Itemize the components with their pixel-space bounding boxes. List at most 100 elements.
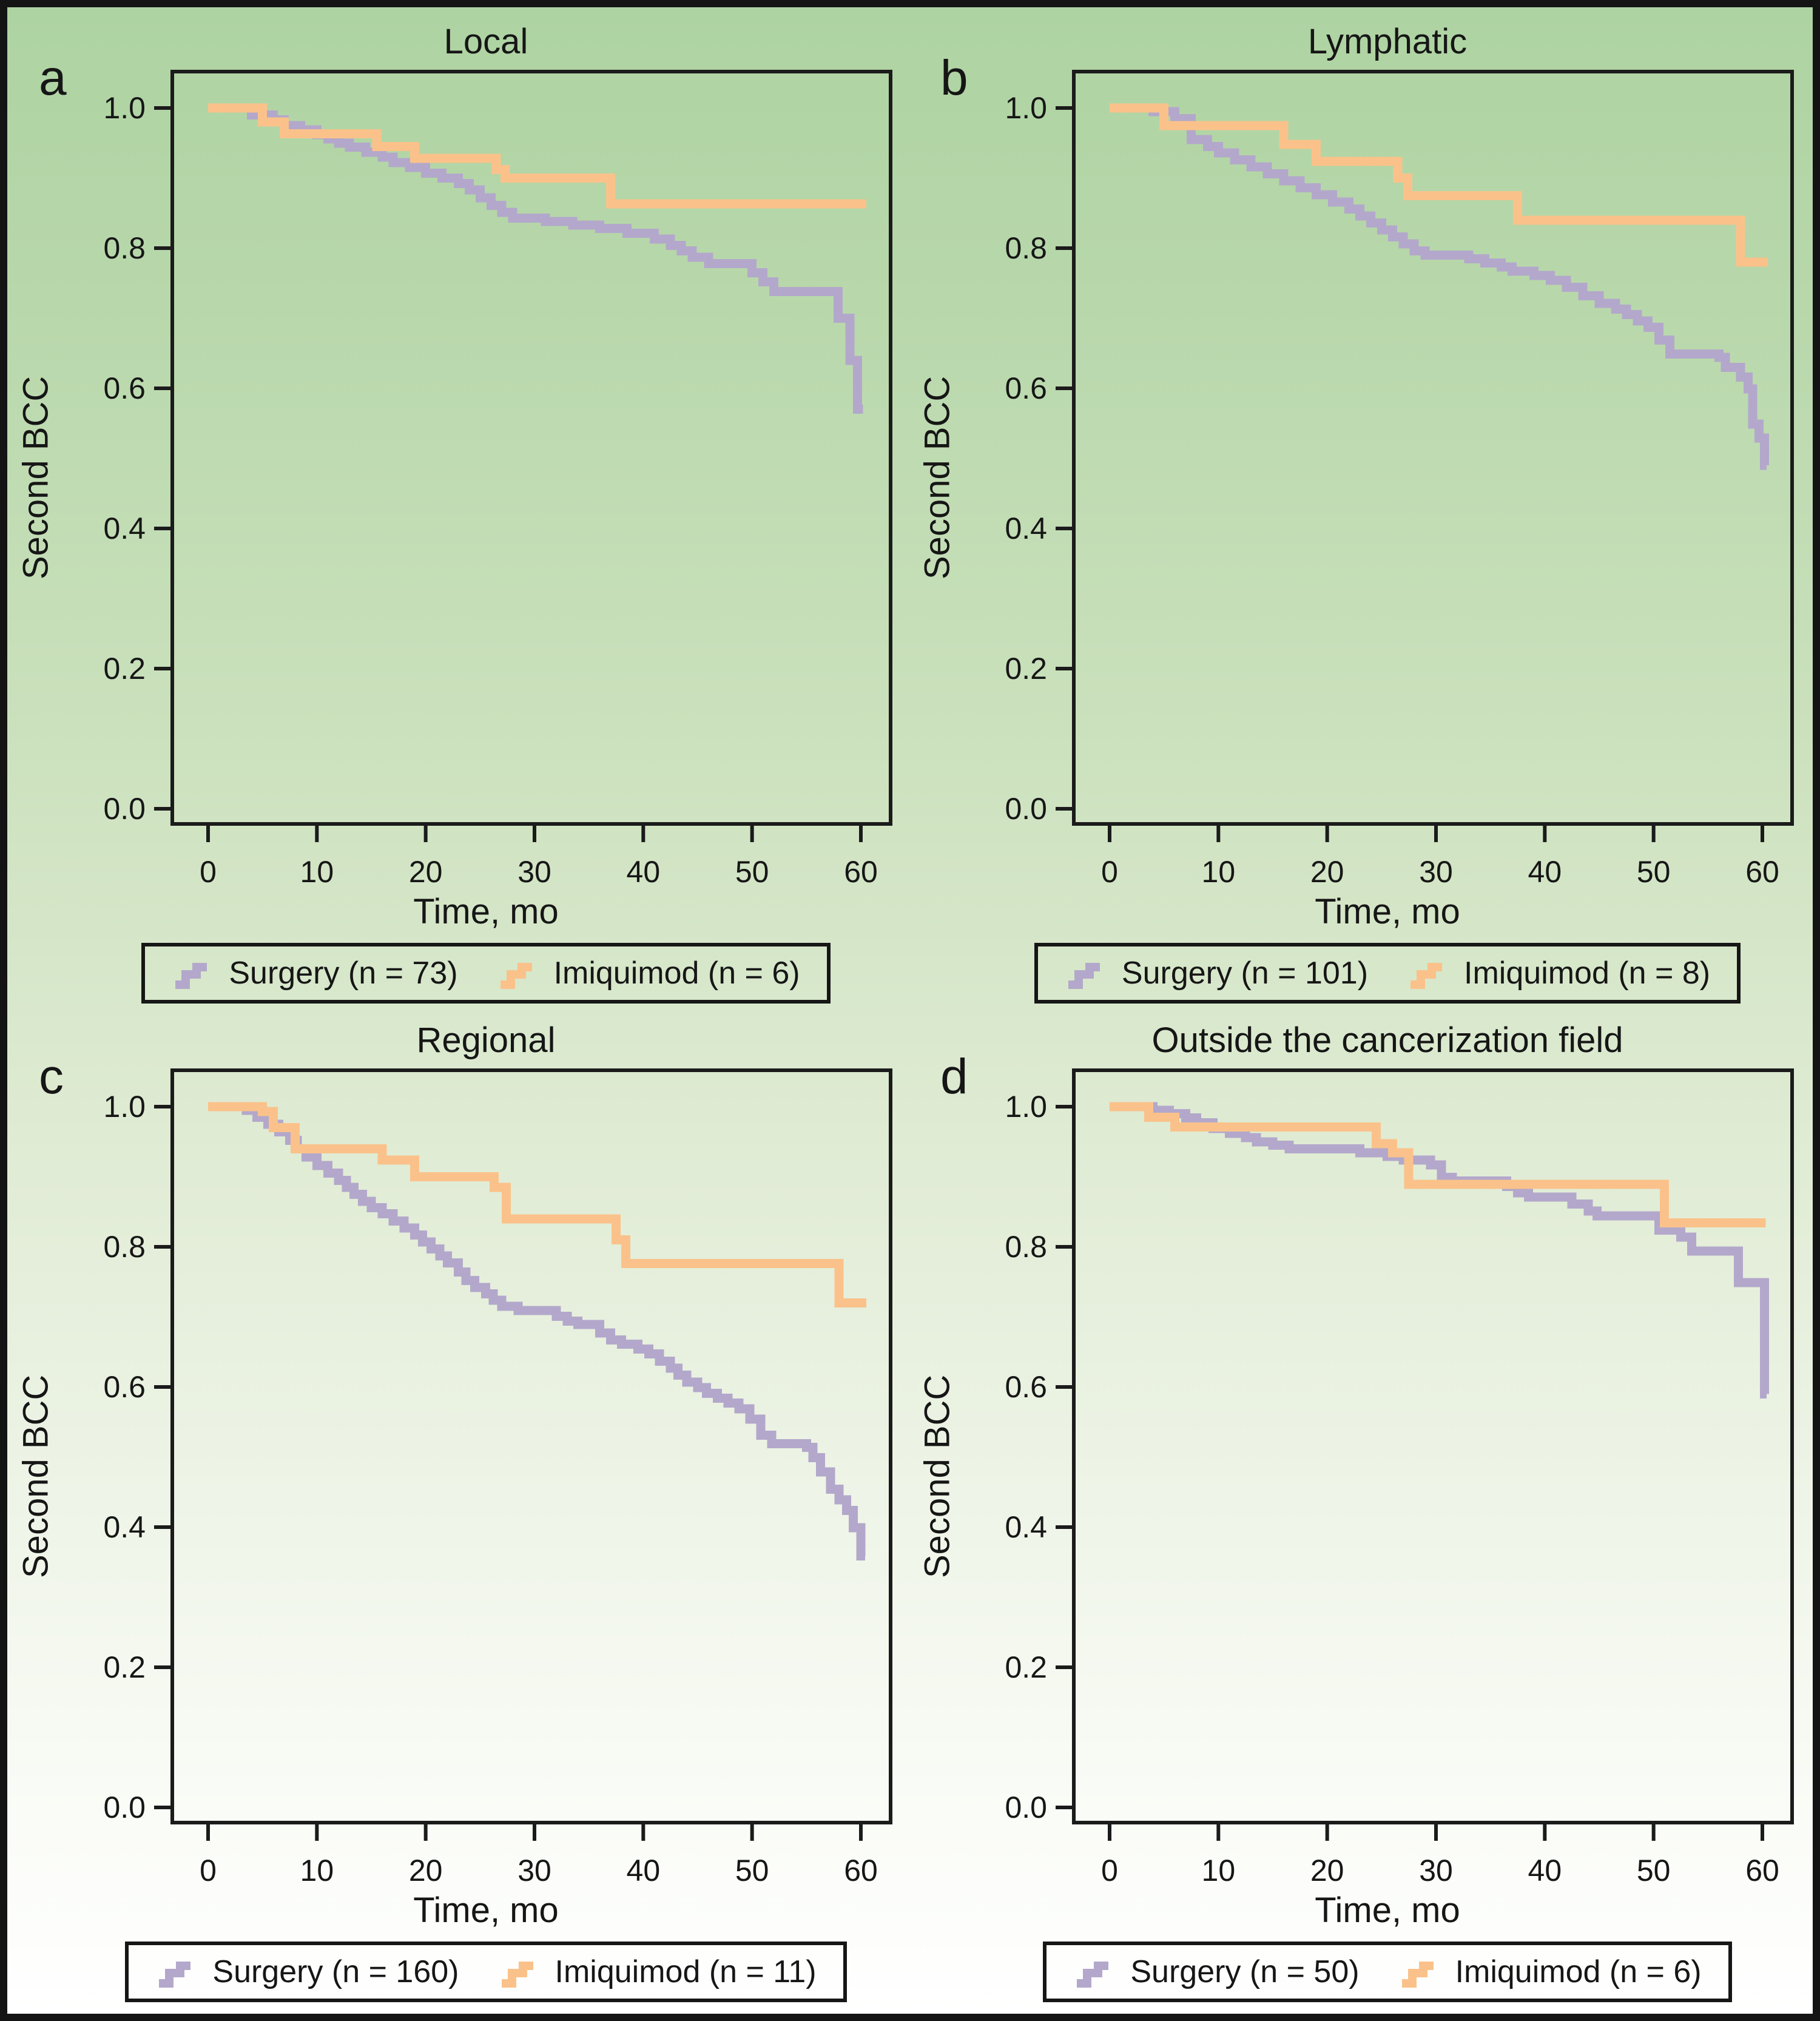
legend-c: Surgery (n = 160) Imiquimod (n = 11) (125, 1941, 847, 2002)
svg-text:0.4: 0.4 (103, 511, 146, 545)
svg-text:0.0: 0.0 (103, 1790, 146, 1824)
plot-frame (170, 70, 892, 826)
svg-text:0.8: 0.8 (103, 231, 146, 265)
svg-text:30: 30 (517, 1854, 551, 1888)
y-axis-ticks: 0.0 0.2 0.4 0.6 0.8 1.0 (1005, 91, 1074, 826)
x-axis-ticks: 0 10 20 30 40 50 60 (1101, 1822, 1779, 1888)
surgery-step-swatch-icon (1068, 963, 1100, 989)
km-plot-a: 0.0 0.2 0.4 0.6 0.8 1.0 0 10 20 30 40 50 60 (103, 70, 892, 889)
surgery-step-swatch-icon (1077, 1961, 1109, 1988)
series-surgery-line (208, 103, 863, 414)
y-axis-label-d: Second BCC (917, 1374, 957, 1578)
legend-label-surgery: Surgery (n = 101) (1121, 956, 1369, 991)
panel-letter-b: b (940, 50, 968, 106)
panel-letter-c: c (39, 1048, 64, 1104)
panel-a: a Local Second BCC 0.0 0.2 0.4 0.6 0.8 1.0 0 10… (8, 13, 910, 1012)
panel-title-a: Local (443, 22, 528, 61)
svg-text:0.6: 0.6 (103, 1370, 146, 1404)
legend-a: Surgery (n = 73) Imiquimod (n = 6) (141, 943, 831, 1004)
svg-text:0.2: 0.2 (103, 1650, 146, 1684)
svg-text:10: 10 (300, 1854, 334, 1888)
svg-text:10: 10 (1202, 1854, 1236, 1888)
svg-text:0.4: 0.4 (1005, 1510, 1047, 1544)
legend-label-imiquimod: Imiquimod (n = 6) (553, 956, 800, 991)
svg-text:60: 60 (844, 1854, 878, 1888)
svg-text:1.0: 1.0 (1005, 1090, 1047, 1124)
x-axis-ticks: 0 10 20 30 40 50 60 (200, 824, 878, 889)
svg-text:10: 10 (1202, 855, 1236, 889)
x-axis-label-b: Time, mo (1315, 892, 1460, 931)
svg-text:1.0: 1.0 (103, 91, 146, 125)
panel-b: b Lymphatic Second BCC 0.0 0.2 0.4 0.6 0.8 1.… (910, 13, 1812, 1012)
km-plot-c: 0.0 0.2 0.4 0.6 0.8 1.0 0 10 20 30 40 50 60 (103, 1068, 892, 1888)
svg-text:0.0: 0.0 (103, 792, 146, 826)
legend-wrap-b: Surgery (n = 101) Imiquimod (n = 8) (965, 943, 1810, 1004)
plot-frame (1072, 70, 1794, 826)
svg-text:0.8: 0.8 (1005, 231, 1047, 265)
series-imiquimod-line (1110, 103, 1768, 267)
legend-d: Surgery (n = 50) Imiquimod (n = 6) (1043, 1941, 1732, 2002)
y-axis-ticks: 0.0 0.2 0.4 0.6 0.8 1.0 (1005, 1090, 1074, 1824)
km-plot-b: 0.0 0.2 0.4 0.6 0.8 1.0 0 10 20 30 40 50 60 (1005, 70, 1794, 889)
legend-label-surgery: Surgery (n = 160) (212, 1954, 459, 1989)
panel-d: d Outside the cancerization field Second… (910, 1012, 1812, 2011)
svg-text:20: 20 (1310, 1854, 1344, 1888)
svg-text:0.2: 0.2 (1005, 1650, 1047, 1684)
x-axis-label-c: Time, mo (413, 1890, 559, 1930)
panel-letter-a: a (39, 50, 67, 106)
imiquimod-step-swatch-icon (1401, 1961, 1434, 1988)
series-surgery-line (1110, 1102, 1770, 1399)
svg-text:20: 20 (409, 1854, 443, 1888)
y-axis-label-a: Second BCC (16, 376, 56, 579)
panel-title-c: Regional (416, 1020, 556, 1060)
imiquimod-step-swatch-icon (500, 963, 532, 989)
svg-text:30: 30 (1419, 855, 1453, 889)
series-imiquimod-line (208, 103, 866, 209)
legend-label-imiquimod: Imiquimod (n = 11) (554, 1954, 817, 1989)
legend-wrap-c: Surgery (n = 160) Imiquimod (n = 11) (63, 1941, 909, 2002)
svg-text:40: 40 (627, 855, 661, 889)
y-axis-label-b: Second BCC (917, 376, 957, 579)
y-axis-label-c: Second BCC (16, 1374, 56, 1578)
imiquimod-step-swatch-icon (1410, 963, 1443, 989)
legend-wrap-a: Surgery (n = 73) Imiquimod (n = 6) (63, 943, 909, 1004)
svg-text:0.6: 0.6 (1005, 371, 1047, 405)
legend-wrap-d: Surgery (n = 50) Imiquimod (n = 6) (965, 1941, 1810, 2002)
legend-item-surgery: Surgery (n = 50) (1073, 1954, 1360, 1990)
x-axis-label-a: Time, mo (413, 892, 559, 931)
svg-text:50: 50 (1637, 855, 1671, 889)
svg-text:60: 60 (1745, 1854, 1779, 1888)
series-imiquimod-line (1110, 1102, 1766, 1227)
svg-text:60: 60 (844, 855, 878, 889)
svg-text:0.0: 0.0 (1005, 1790, 1047, 1824)
legend-item-imiquimod: Imiquimod (n = 11) (498, 1954, 817, 1990)
svg-text:50: 50 (1637, 1854, 1671, 1888)
legend-label-imiquimod: Imiquimod (n = 8) (1464, 956, 1711, 991)
x-axis-ticks: 0 10 20 30 40 50 60 (1101, 824, 1779, 889)
svg-text:60: 60 (1745, 855, 1779, 889)
svg-text:0: 0 (200, 1854, 217, 1888)
svg-text:40: 40 (1528, 1854, 1562, 1888)
svg-text:0.8: 0.8 (103, 1230, 146, 1264)
svg-text:0: 0 (200, 855, 217, 889)
svg-text:0: 0 (1101, 855, 1118, 889)
svg-text:10: 10 (300, 855, 334, 889)
surgery-step-swatch-icon (175, 963, 207, 989)
svg-text:0: 0 (1101, 1854, 1118, 1888)
svg-text:0.6: 0.6 (103, 371, 146, 405)
legend-item-imiquimod: Imiquimod (n = 8) (1407, 955, 1710, 991)
svg-text:30: 30 (517, 855, 551, 889)
svg-text:50: 50 (735, 1854, 769, 1888)
panel-letter-d: d (940, 1048, 968, 1104)
y-axis-ticks: 0.0 0.2 0.4 0.6 0.8 1.0 (103, 91, 172, 826)
x-axis-label-d: Time, mo (1315, 1890, 1460, 1930)
plot-row-a: Second BCC 0.0 0.2 0.4 0.6 0.8 1.0 0 10 20 30 40 50… (8, 63, 910, 892)
svg-text:0.8: 0.8 (1005, 1230, 1047, 1264)
panel-title-d: Outside the cancerization field (1151, 1020, 1623, 1060)
legend-item-surgery: Surgery (n = 101) (1065, 955, 1368, 991)
plot-frame (170, 1068, 892, 1824)
svg-text:1.0: 1.0 (1005, 91, 1047, 125)
panel-title-b: Lymphatic (1307, 22, 1468, 61)
svg-text:0.4: 0.4 (1005, 511, 1047, 545)
